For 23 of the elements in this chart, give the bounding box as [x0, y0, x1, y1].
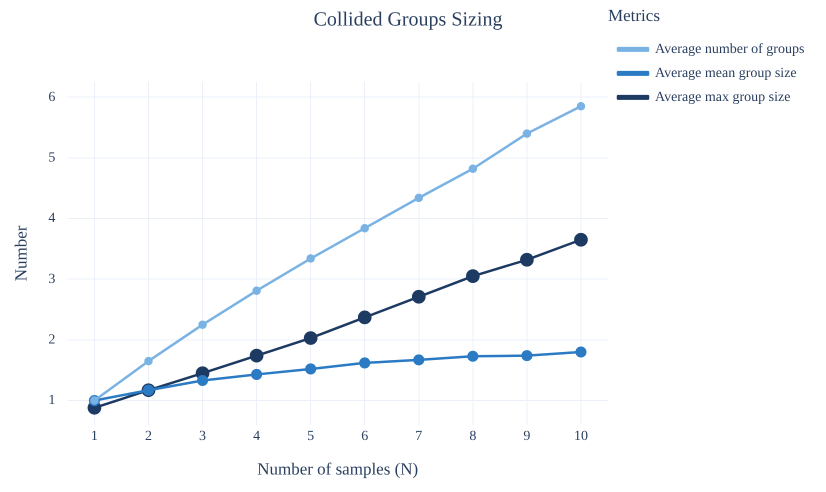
x-tick-label: 10 — [574, 428, 588, 444]
x-tick-label: 3 — [199, 428, 206, 444]
legend-label: Average max group size — [655, 90, 790, 106]
x-tick-label: 5 — [307, 428, 314, 444]
legend-label: Average mean group size — [655, 66, 797, 82]
legend-title: Metrics — [608, 6, 660, 25]
y-tick-label: 5 — [48, 150, 56, 166]
x-tick-label: 1 — [90, 428, 98, 444]
y-tick-label: 4 — [48, 211, 56, 226]
x-tick-label: 7 — [415, 428, 422, 444]
y-tick-label: 3 — [48, 272, 56, 287]
x-tick-label: 8 — [469, 428, 476, 444]
legend-label: Average number of groups — [655, 42, 804, 58]
x-tick-label: 9 — [523, 428, 530, 444]
y-axis-title: Number — [12, 225, 31, 282]
x-tick-label: 2 — [144, 428, 152, 444]
y-tick-label: 1 — [48, 393, 56, 408]
chart-title: Collided Groups Sizing — [314, 8, 502, 30]
y-tick-label: 2 — [48, 332, 56, 348]
x-axis-title: Number of samples (N) — [257, 459, 418, 478]
y-tick-label: 6 — [48, 90, 56, 105]
x-tick-label: 6 — [361, 428, 368, 444]
x-tick-label: 4 — [253, 428, 260, 444]
